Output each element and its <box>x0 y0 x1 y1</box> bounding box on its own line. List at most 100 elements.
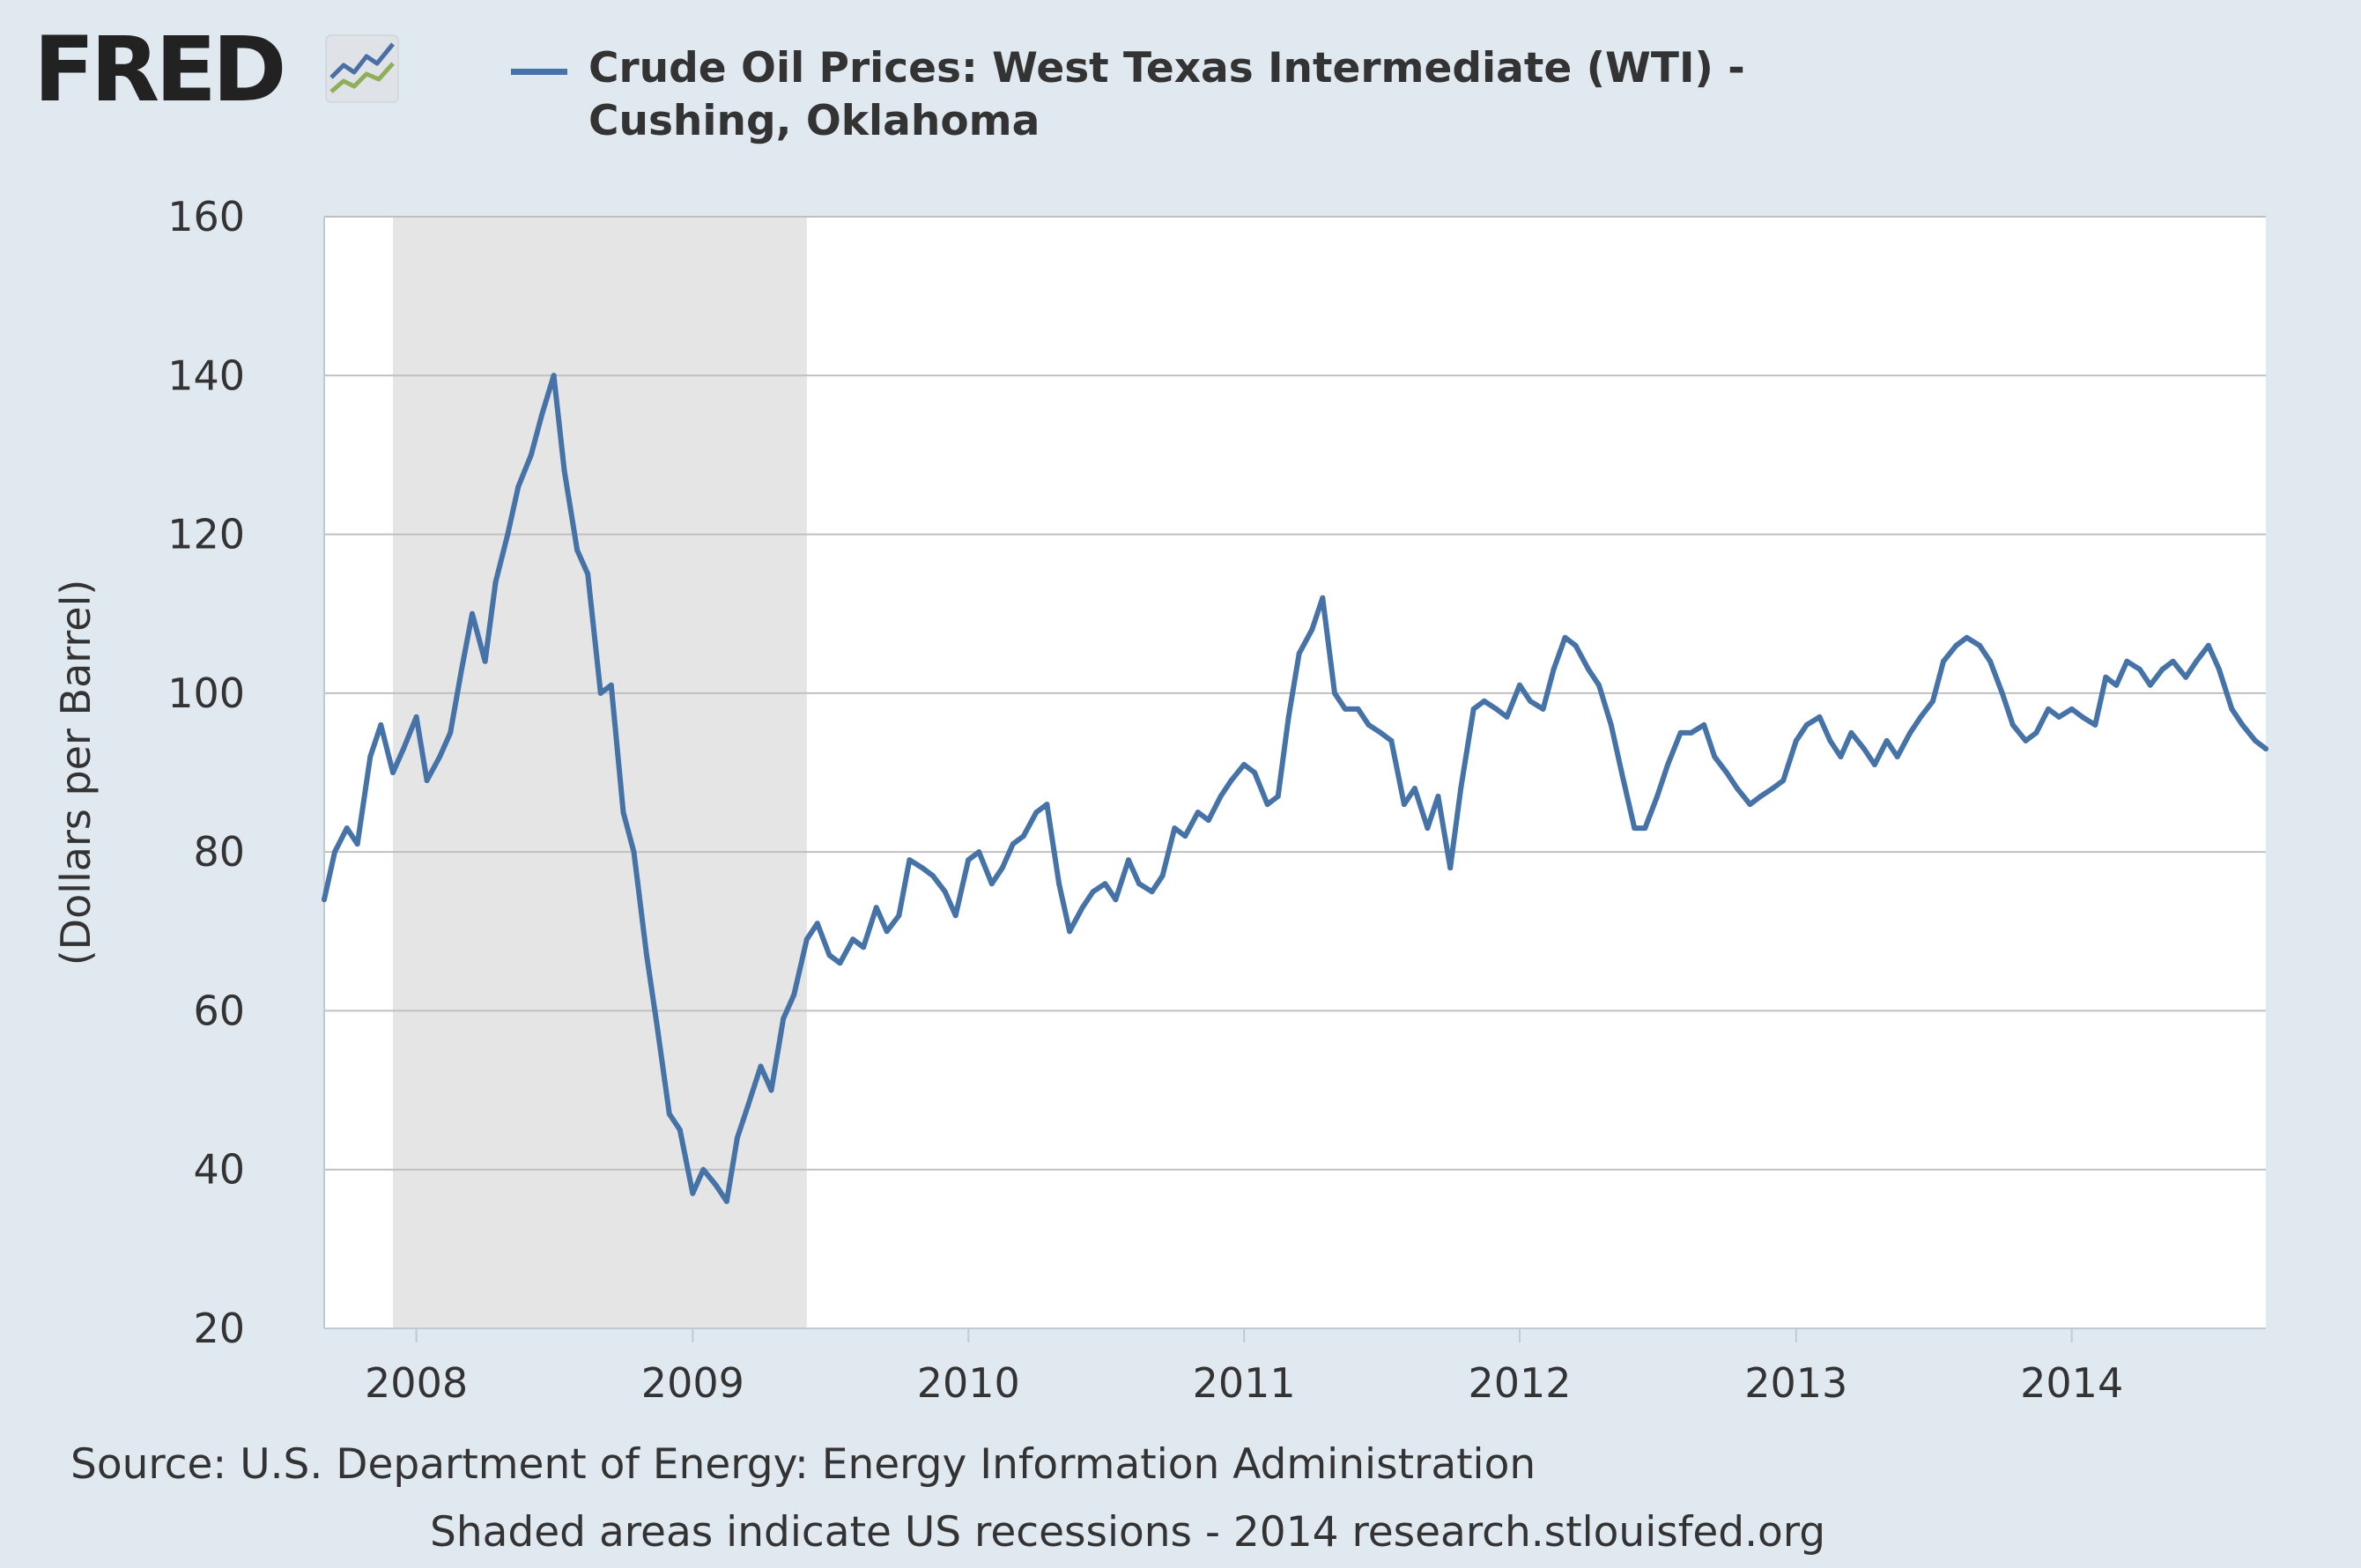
data-point <box>597 690 603 696</box>
data-point <box>1677 729 1684 736</box>
data-point <box>413 714 419 720</box>
data-point <box>2103 674 2109 680</box>
data-point <box>896 913 902 919</box>
data-point <box>2023 737 2029 743</box>
data-point <box>2216 666 2222 672</box>
data-point <box>1861 746 1867 751</box>
y-tick-label: 100 <box>167 669 245 717</box>
data-point <box>1388 737 1395 743</box>
data-point <box>1366 721 1372 728</box>
y-tick-label: 20 <box>193 1305 245 1352</box>
data-point <box>1793 737 1799 743</box>
data-point <box>644 952 649 958</box>
data-point <box>1252 770 1258 775</box>
data-point <box>1296 650 1302 656</box>
y-tick-label: 160 <box>167 193 245 240</box>
data-point <box>1654 794 1661 799</box>
x-tick-label: 2013 <box>1744 1359 1847 1407</box>
data-point <box>826 952 833 958</box>
data-point <box>976 849 982 855</box>
data-point <box>1355 706 1361 712</box>
data-point <box>1102 881 1108 887</box>
data-point <box>1838 754 1844 759</box>
data-point <box>734 1135 740 1141</box>
data-point <box>1470 706 1477 712</box>
data-point <box>1079 905 1085 911</box>
data-point <box>1803 721 1810 728</box>
data-point <box>1126 857 1131 863</box>
data-point <box>2205 642 2211 648</box>
data-point <box>1953 642 1959 648</box>
data-point <box>791 992 797 998</box>
data-point <box>814 921 820 927</box>
data-point <box>448 729 454 736</box>
x-tick-label: 2012 <box>1468 1359 1571 1407</box>
data-point <box>1827 737 1833 743</box>
data-point <box>2069 706 2075 712</box>
data-point <box>1411 786 1417 791</box>
data-point <box>1573 642 1579 648</box>
data-point <box>470 610 475 617</box>
data-point <box>1241 762 1247 767</box>
data-point <box>1517 682 1522 688</box>
data-point <box>999 865 1005 871</box>
data-point <box>1343 706 1348 712</box>
data-point <box>2046 706 2052 712</box>
data-point <box>344 825 350 832</box>
x-tick-label: 2010 <box>917 1359 1020 1407</box>
data-point <box>2239 721 2246 728</box>
data-point <box>1918 714 1924 720</box>
data-point <box>2170 658 2176 664</box>
data-point <box>781 1016 787 1022</box>
data-point <box>401 746 406 751</box>
data-point <box>2194 658 2200 664</box>
legend-swatch <box>511 69 567 75</box>
data-point <box>758 1063 764 1069</box>
data-point <box>1747 802 1753 808</box>
data-point <box>884 928 890 935</box>
data-point <box>2033 729 2039 736</box>
data-point <box>655 1024 660 1030</box>
data-point <box>1033 810 1040 816</box>
y-tick-label: 80 <box>193 828 245 876</box>
data-point <box>1712 754 1718 759</box>
data-point <box>1113 897 1119 903</box>
data-point <box>1665 762 1671 767</box>
data-point <box>2136 666 2143 672</box>
data-point <box>1458 786 1464 791</box>
data-point <box>1447 865 1454 871</box>
fred-logo-text: FRED <box>33 18 287 122</box>
data-point <box>424 778 430 783</box>
data-point <box>1562 634 1568 640</box>
data-point <box>1770 786 1776 791</box>
data-point <box>378 721 384 728</box>
data-point <box>1320 595 1326 601</box>
data-point <box>505 531 511 537</box>
x-tick-label: 2008 <box>365 1359 468 1407</box>
data-point <box>1528 698 1533 704</box>
data-point <box>2263 746 2268 751</box>
data-point <box>1540 706 1546 712</box>
data-point <box>367 754 374 759</box>
data-point <box>608 682 614 688</box>
data-point <box>1056 881 1062 887</box>
data-point <box>907 857 913 863</box>
data-point <box>1195 810 1201 816</box>
data-point <box>1218 794 1224 799</box>
data-point <box>1205 817 1211 824</box>
data-point <box>515 484 522 490</box>
data-point <box>1309 626 1315 632</box>
fred-logo: FRED <box>33 26 412 115</box>
series-line <box>322 373 2268 1204</box>
line-chart: 20 40 60 80 100 120 140 160 2008 2009 2010 2011 2012… <box>52 193 2268 1407</box>
data-point <box>1182 833 1188 839</box>
data-point <box>1596 682 1602 688</box>
data-point <box>1734 786 1740 791</box>
data-point <box>1780 778 1787 783</box>
data-point <box>1504 714 1510 720</box>
data-point <box>1817 714 1823 720</box>
data-point <box>551 373 557 379</box>
data-point <box>2159 666 2165 672</box>
data-point <box>2056 714 2062 720</box>
data-point <box>837 960 843 966</box>
